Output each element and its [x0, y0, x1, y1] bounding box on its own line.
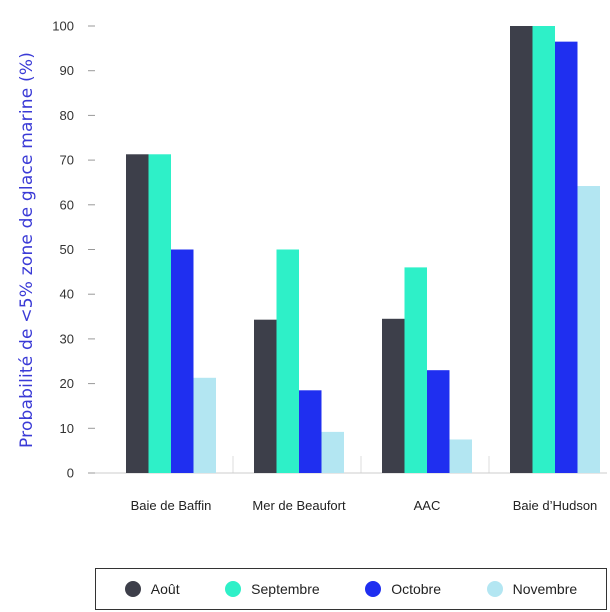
- bar-3-0: [193, 377, 216, 473]
- bar-chart: 0 10 20 30 40 50 60 70 80 90 100 Baie de Baffin Mer…: [17, 19, 607, 513]
- legend-item: Septembre: [225, 581, 320, 597]
- y-tick-label: 30: [60, 331, 74, 346]
- bar-1-1: [276, 249, 299, 473]
- legend-item: Novembre: [486, 581, 578, 597]
- legend-item: Août: [124, 581, 180, 597]
- bar-1-0: [148, 154, 171, 473]
- legend-label: Septembre: [251, 581, 320, 597]
- legend-swatch: [365, 581, 382, 597]
- category-label: Baie d’Hudson: [513, 498, 598, 513]
- bar-3-2: [449, 439, 472, 473]
- bar-0-1: [254, 319, 277, 473]
- bar-2-1: [299, 390, 322, 473]
- bar-3-1: [321, 431, 344, 473]
- legend-swatch: [225, 581, 242, 597]
- category-label: Mer de Beaufort: [252, 498, 346, 513]
- legend-label: Août: [150, 581, 180, 597]
- legend-swatch: [486, 581, 503, 597]
- bar-0-2: [382, 318, 405, 473]
- bar-2-3: [555, 41, 578, 474]
- bar-2-0: [171, 249, 194, 473]
- y-tick-label: 100: [52, 19, 74, 34]
- legend: Août Septembre Octobre Novembre: [95, 568, 607, 610]
- bar-0-0: [126, 154, 149, 473]
- legend-label: Novembre: [512, 581, 578, 597]
- y-tick-label: 40: [60, 287, 74, 302]
- y-tick-label: 80: [60, 108, 74, 123]
- legend-label: Octobre: [391, 581, 442, 597]
- bar-2-2: [427, 370, 450, 473]
- legend-item: Octobre: [365, 581, 441, 597]
- legend-swatch: [124, 581, 141, 597]
- y-tick-label: 20: [60, 376, 74, 391]
- category-label: Baie de Baffin: [131, 498, 212, 513]
- x-axis-labels: Baie de Baffin Mer de Beaufort AAC Baie d’H…: [131, 498, 598, 513]
- bar-0-3: [510, 26, 533, 473]
- bar-1-2: [404, 267, 427, 473]
- y-tick-label: 0: [67, 466, 74, 481]
- y-tick-label: 50: [60, 242, 74, 257]
- y-axis-title: Probabilité de <5% zone de glace marine …: [17, 52, 37, 448]
- y-axis: 0 10 20 30 40 50 60 70 80 90 100: [52, 19, 95, 481]
- bar-3-3: [577, 186, 600, 473]
- y-tick-label: 90: [60, 63, 74, 78]
- bars: [126, 26, 600, 474]
- bar-1-3: [532, 26, 555, 473]
- y-tick-label: 10: [60, 421, 74, 436]
- category-label: AAC: [414, 498, 441, 513]
- y-tick-label: 60: [60, 197, 74, 212]
- y-tick-label: 70: [60, 153, 74, 168]
